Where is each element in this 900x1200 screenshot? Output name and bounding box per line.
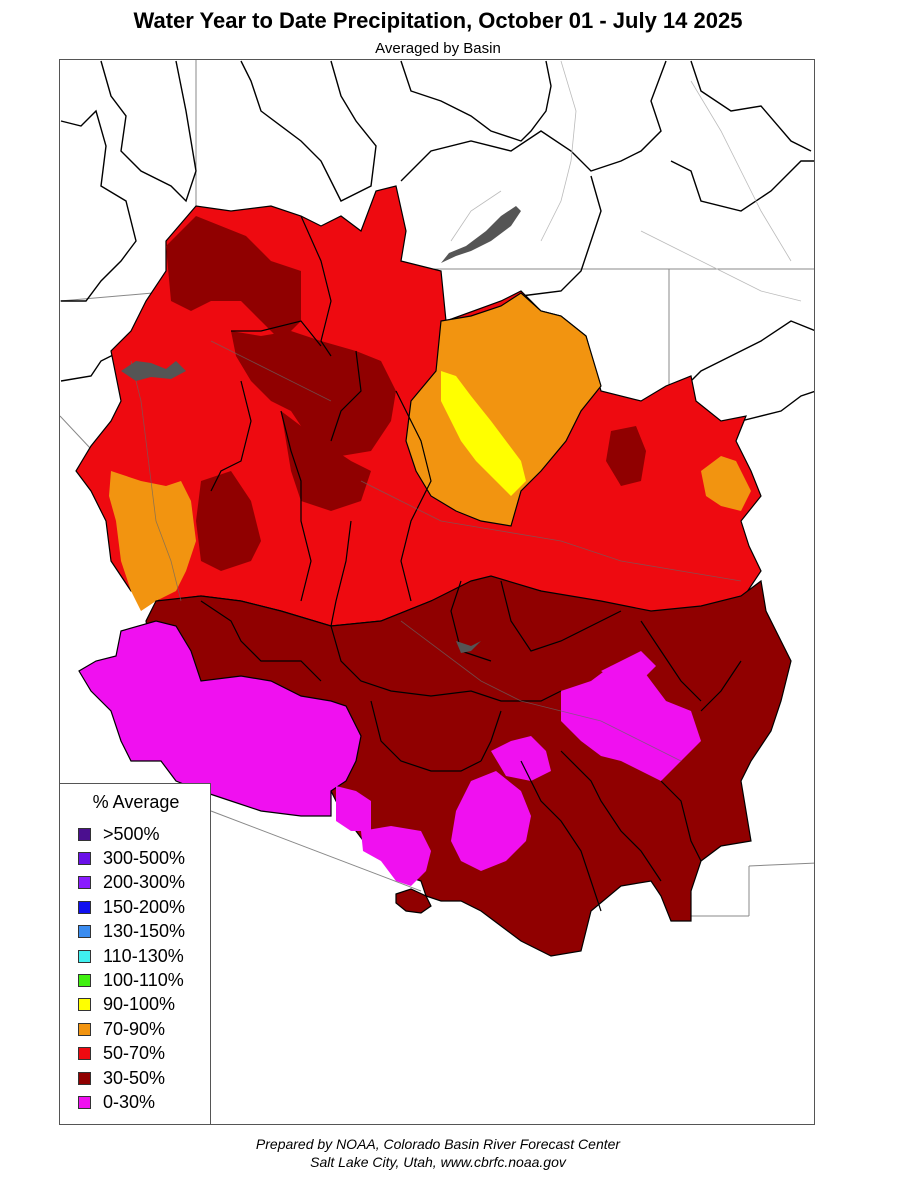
legend-swatch <box>78 1022 91 1036</box>
region-0-30-s <box>336 786 371 831</box>
legend-swatch <box>78 1071 91 1085</box>
legend-item: 150-200% <box>78 897 185 917</box>
legend-swatch <box>78 876 91 890</box>
rivers <box>450 60 802 302</box>
legend-item: 130-150% <box>78 921 186 942</box>
lake-powell-north <box>441 206 521 263</box>
legend-label: 50-70% <box>103 1043 166 1064</box>
region-0-30-east <box>561 661 701 781</box>
region-90-100-central <box>441 371 526 496</box>
internal-rivers <box>130 340 742 762</box>
basin-boundaries <box>200 215 742 912</box>
region-30-50-outlier <box>395 888 432 914</box>
region-30-50-central <box>231 331 396 456</box>
map-legend: % Average >500% 300-500% 200-300% 150-200% 1… <box>59 783 211 1125</box>
legend-label: 90-100% <box>103 994 176 1015</box>
legend-item: 100-110% <box>78 970 184 990</box>
legend-swatch <box>78 925 91 939</box>
legend-item: 0-30% <box>78 1092 155 1112</box>
legend-item: 200-300% <box>78 872 186 893</box>
legend-label: 200-300% <box>103 872 186 893</box>
legend-label: 150-200% <box>103 896 186 917</box>
northern-basins <box>60 60 814 422</box>
legend-swatch <box>78 998 91 1012</box>
region-30-50-west <box>196 471 261 571</box>
legend-item: 90-100% <box>78 994 176 1015</box>
legend-label: 70-90% <box>103 1018 166 1039</box>
region-0-30-se <box>451 771 531 871</box>
region-30-50-nw <box>166 216 301 341</box>
basin-map <box>60 60 814 957</box>
legend-label: >500% <box>103 823 160 844</box>
region-70-90-west <box>109 471 196 611</box>
legend-label: 0-30% <box>103 1091 156 1112</box>
legend-item: 70-90% <box>78 1019 165 1039</box>
legend-title: % Average <box>92 792 180 812</box>
region-0-30-east2 <box>601 651 656 681</box>
region-70-90-central <box>405 292 602 527</box>
map-subtitle: Averaged by Basin <box>375 40 501 57</box>
legend-label: 110-130% <box>103 945 184 966</box>
legend-item: 300-500% <box>78 848 185 868</box>
credit-line-1: Prepared by NOAA, Colorado Basin River F… <box>255 1136 621 1152</box>
legend-swatch <box>78 827 91 841</box>
lake-mead <box>121 361 186 381</box>
legend-swatch <box>78 1095 91 1109</box>
legend-item: >500% <box>78 824 160 844</box>
region-0-30-se2 <box>491 736 551 781</box>
legend-label: 130-150% <box>103 921 186 942</box>
region-70-90-east <box>701 456 751 511</box>
legend-swatch <box>78 851 91 865</box>
region-0-30-s2 <box>361 826 431 886</box>
legend-label: 300-500% <box>103 847 186 868</box>
lake-powell <box>456 641 481 653</box>
legend-swatch <box>78 900 91 914</box>
region-30-50-east-patch <box>606 426 646 486</box>
legend-label: 30-50% <box>103 1067 166 1088</box>
legend-swatch <box>78 1047 91 1061</box>
legend-item: 30-50% <box>78 1068 165 1088</box>
credit-line-2: Salt Lake City, Utah, www.cbrfc.noaa.gov <box>310 1154 566 1170</box>
map-title: Water Year to Date Precipitation, Octobe… <box>133 8 743 33</box>
legend-item: 110-130% <box>78 946 184 966</box>
region-30-50-mid <box>281 411 371 511</box>
legend-swatch <box>78 949 91 963</box>
region-0-30-sw <box>78 620 362 817</box>
legend-item: 50-70% <box>78 1043 166 1064</box>
legend-label: 100-110% <box>103 969 184 990</box>
legend-swatch <box>78 973 91 987</box>
